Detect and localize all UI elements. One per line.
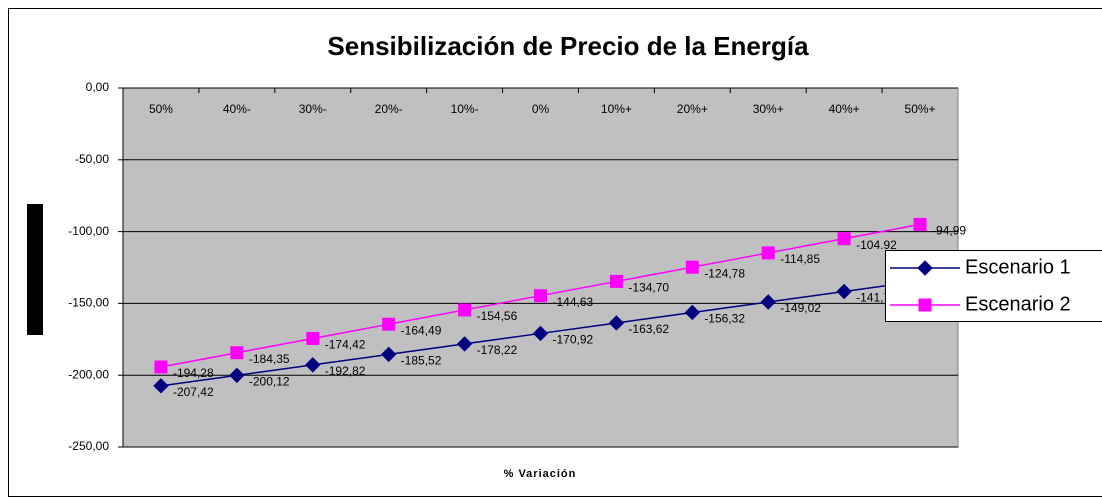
- plot-area: [122, 87, 959, 448]
- y-tick-label: 0,00: [86, 80, 110, 94]
- marker: [761, 246, 775, 260]
- data-label: -134,70: [628, 281, 669, 295]
- marker: [836, 283, 852, 300]
- y-axis-title-box: [27, 204, 43, 335]
- marker: [608, 315, 625, 331]
- data-label: -94,99: [932, 224, 966, 238]
- marker: [382, 317, 396, 331]
- data-label: -154,56: [477, 309, 518, 323]
- marker: [456, 336, 473, 352]
- data-label: -149,02: [780, 301, 821, 315]
- y-tick-label: -250,00: [68, 439, 109, 453]
- data-label: -170,92: [553, 333, 594, 347]
- marker: [230, 346, 244, 360]
- data-label: -163,62: [628, 322, 669, 336]
- marker: [306, 331, 320, 345]
- marker: [837, 232, 851, 246]
- y-tick-label: -100,00: [68, 224, 109, 238]
- marker: [917, 260, 933, 276]
- legend-label: Escenario 2: [965, 293, 1071, 315]
- marker: [154, 360, 168, 374]
- data-label: -178,22: [477, 343, 518, 357]
- marker: [918, 298, 932, 312]
- x-tick-label: 40%+: [829, 102, 860, 116]
- data-label: -156,32: [704, 312, 745, 326]
- y-tick-label: -50,00: [75, 152, 109, 166]
- marker: [458, 303, 472, 317]
- data-label: -114,85: [780, 252, 820, 266]
- y-tick-label: -150,00: [68, 296, 109, 310]
- y-tick-label: -200,00: [68, 367, 109, 381]
- data-label: -184,35: [249, 352, 290, 366]
- marker: [684, 304, 701, 321]
- x-tick-label: 30%-: [299, 102, 327, 116]
- marker: [685, 260, 699, 274]
- data-label: -124,78: [704, 266, 745, 280]
- data-label: -144,63: [553, 295, 594, 309]
- data-label: -185,52: [401, 354, 442, 368]
- x-tick-label: 0%: [532, 102, 550, 116]
- x-tick-label: 50%: [149, 102, 173, 116]
- marker: [534, 289, 547, 303]
- data-label: -200,12: [249, 375, 290, 389]
- marker: [609, 274, 623, 288]
- x-tick-label: 20%-: [375, 102, 403, 116]
- data-label: -194,28: [173, 366, 214, 380]
- data-label: -164,49: [401, 323, 442, 337]
- data-label: -207,42: [173, 385, 214, 399]
- marker: [380, 346, 397, 363]
- x-tick-label: 10%-: [451, 102, 479, 116]
- data-label: -192,82: [325, 364, 366, 378]
- marker: [305, 357, 321, 373]
- x-tick-label: 10%+: [601, 102, 632, 116]
- data-label: -174,42: [325, 338, 366, 352]
- x-tick-label: 50%+: [905, 102, 936, 116]
- x-axis-title: % Variación: [504, 468, 577, 480]
- x-tick-label: 20%+: [677, 102, 708, 116]
- legend-label: Escenario 1: [965, 256, 1071, 278]
- data-label: -104.92: [856, 238, 897, 252]
- marker: [913, 217, 927, 231]
- marker: [532, 325, 549, 342]
- marker: [760, 294, 776, 310]
- chart-title: Sensibilización de Precio de la Energía: [327, 31, 809, 61]
- marker: [229, 367, 245, 384]
- x-tick-label: 30%+: [753, 102, 784, 116]
- marker: [153, 378, 169, 394]
- x-tick-label: 40%-: [223, 102, 251, 116]
